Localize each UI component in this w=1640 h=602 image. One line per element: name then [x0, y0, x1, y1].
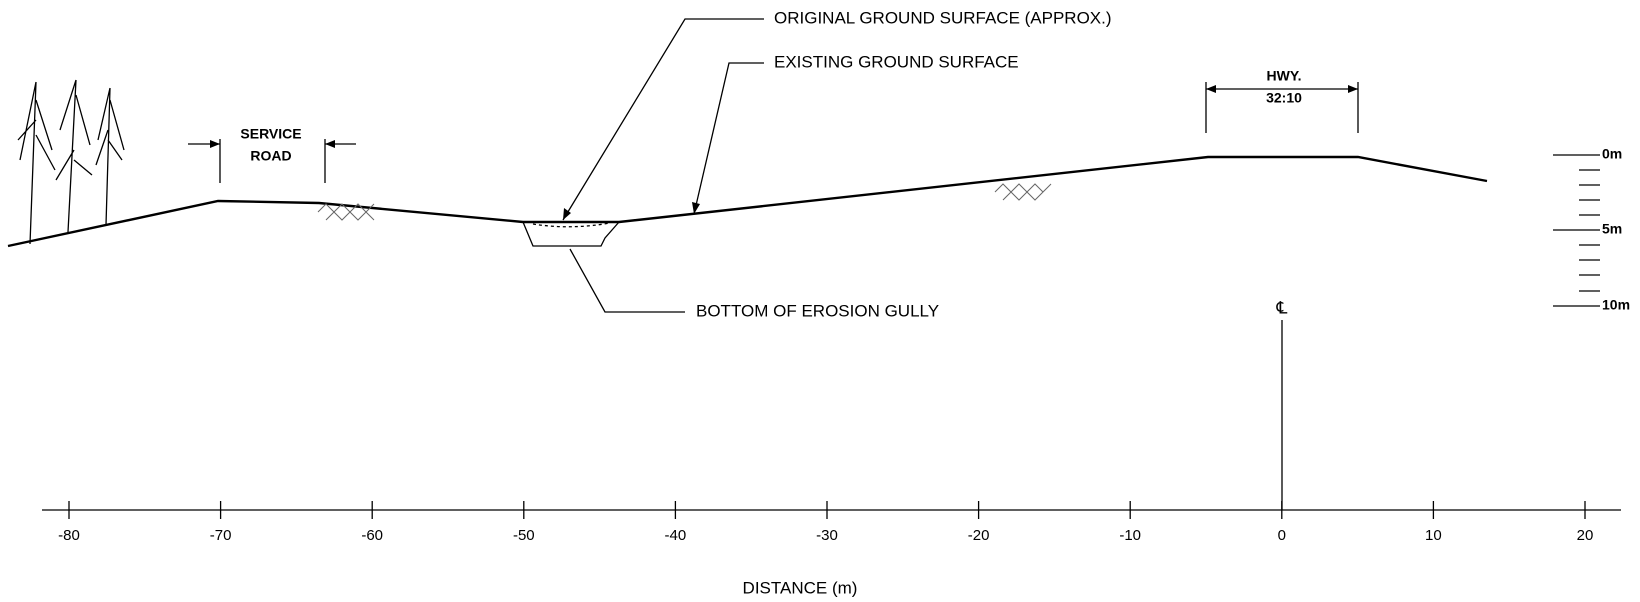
label: EXISTING GROUND SURFACE [774, 52, 1019, 71]
leader [562, 18, 764, 221]
label: ROAD [250, 148, 291, 164]
gully [522, 221, 620, 247]
hatching [317, 183, 1052, 221]
dimension [188, 139, 356, 183]
label: 32:10 [1266, 90, 1302, 106]
tick-label: -30 [816, 527, 838, 544]
label: ORIGINAL GROUND SURFACE (APPROX.) [774, 8, 1112, 27]
tick-label: -70 [210, 527, 232, 544]
leader [569, 248, 685, 313]
tick-label: 0 [1278, 527, 1286, 544]
tick-label: -50 [513, 527, 535, 544]
label: SERVICE [240, 126, 301, 142]
arrowhead [563, 202, 700, 220]
tick-label: -60 [361, 527, 383, 544]
axis-title: DISTANCE (m) [743, 578, 858, 597]
tick-label: -40 [665, 527, 687, 544]
ground-profile [7, 155, 1488, 248]
trees [17, 79, 125, 245]
tick-label: 20 [1577, 527, 1594, 544]
tick-label: -10 [1119, 527, 1141, 544]
centerline-symbol: ℄ [1276, 298, 1288, 317]
scale-bar [1553, 154, 1600, 307]
tick-label: -20 [968, 527, 990, 544]
tick-label: -80 [58, 527, 80, 544]
dimension [1205, 82, 1359, 133]
scale-label: 0m [1602, 146, 1622, 162]
tick-label: 10 [1425, 527, 1442, 544]
scale-label: 5m [1602, 221, 1622, 237]
label: HWY. [1267, 68, 1302, 84]
label: BOTTOM OF EROSION GULLY [696, 301, 939, 320]
original-surface [532, 222, 611, 228]
leader [693, 62, 764, 215]
scale-label: 10m [1602, 297, 1630, 313]
